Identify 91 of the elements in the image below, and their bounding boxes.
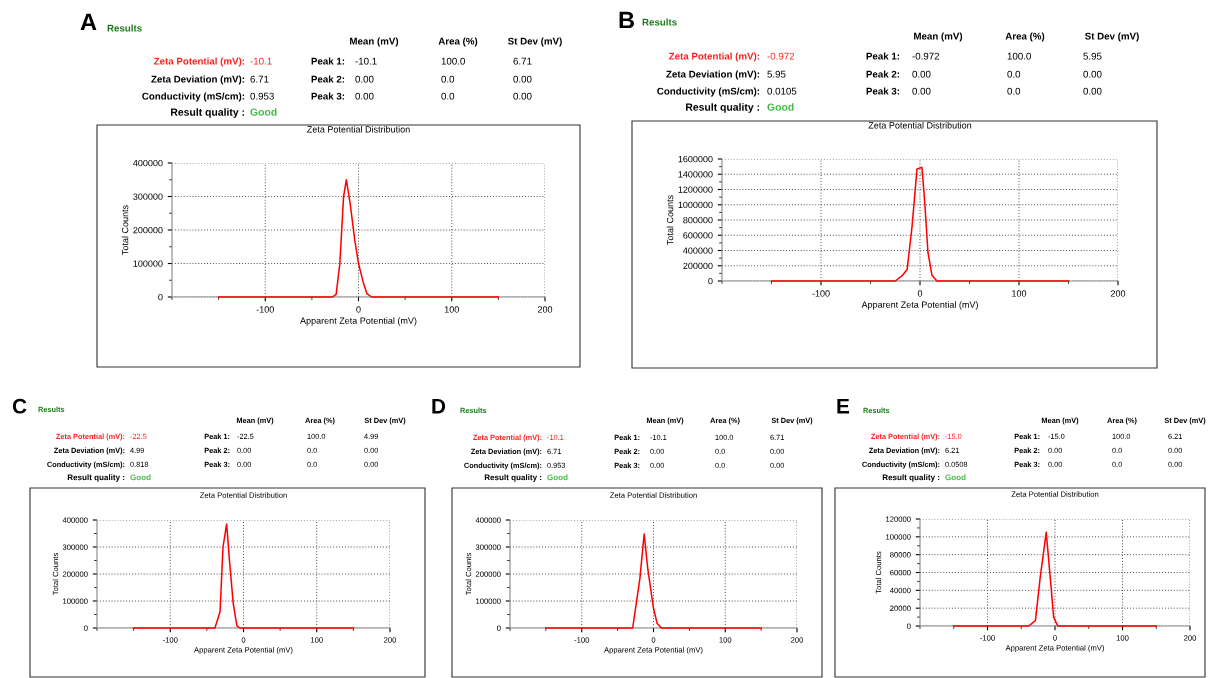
text: Zeta Deviation (mV): — [151, 75, 245, 85]
text: Result quality : — [882, 474, 940, 482]
text: 0.0 — [441, 75, 455, 83]
x-tick-label: 200 — [537, 306, 553, 313]
text: 0.00 — [355, 92, 374, 100]
text: Zeta Potential (mV): — [154, 57, 245, 67]
text: Good — [767, 103, 794, 111]
y-tick-label: 0 — [708, 277, 713, 285]
text: -10.1 — [250, 57, 272, 65]
text: Result quality : — [484, 474, 542, 482]
text: Good — [547, 474, 568, 481]
y-tick-label: 400000 — [133, 159, 163, 167]
text: 0.00 — [1083, 70, 1102, 78]
line-series — [545, 533, 762, 629]
text: Conductivity (mS/cm): — [657, 87, 760, 97]
x-axis-title: Apparent Zeta Potential (mV) — [861, 301, 978, 310]
y-tick-label: 200000 — [133, 226, 163, 234]
text: B — [619, 11, 634, 29]
x-tick-label: 100 — [1012, 290, 1027, 297]
text: Result quality : — [171, 108, 244, 118]
text: -0.972 — [767, 52, 795, 60]
x-tick-label: -100 — [812, 290, 830, 297]
text: 0.0 — [441, 92, 455, 100]
text: Zeta Deviation (mV): — [666, 70, 760, 80]
text: 0.00 — [513, 92, 532, 100]
text: Zeta Potential (mV): — [669, 52, 760, 62]
text: Mean (mV) — [350, 37, 399, 47]
text: 6.71 — [513, 57, 532, 65]
text: St Dev (mV) — [1085, 32, 1139, 42]
x-tick-label: 0 — [356, 306, 361, 313]
text: Peak 1: — [866, 52, 900, 60]
text: Conductivity (mS/cm): — [142, 92, 245, 102]
text: 0.0105 — [767, 87, 797, 95]
y-tick-label: 600000 — [683, 232, 713, 239]
text: Peak 2: — [866, 70, 900, 78]
text: Peak 1: — [311, 57, 345, 65]
text: 0.00 — [513, 75, 532, 83]
line-series — [770, 166, 1070, 282]
y-tick-label: 1600000 — [678, 155, 713, 163]
text: St Dev (mV) — [508, 37, 562, 47]
text: -0.972 — [912, 52, 940, 60]
text: 0.00 — [912, 70, 931, 78]
x-axis-title: Apparent Zeta Potential (mV) — [300, 317, 417, 326]
text: Good — [250, 108, 277, 116]
y-axis-title: Total Counts — [666, 195, 674, 245]
y-tick-label: 300000 — [133, 193, 163, 200]
y-axis-title: Total Counts — [121, 205, 129, 255]
y-tick-label: 1400000 — [678, 171, 713, 178]
text: E — [837, 399, 850, 414]
text: Peak 2: — [311, 75, 345, 83]
x-tick-label: 100 — [444, 306, 459, 313]
line-series — [952, 531, 1158, 627]
x-tick-label: 0 — [917, 290, 923, 297]
text: C — [12, 398, 27, 414]
text: Results — [642, 18, 677, 26]
text: Result quality : — [67, 474, 125, 482]
text: Results — [107, 24, 142, 32]
text: Result quality : — [686, 103, 759, 113]
y-tick-label: 1000000 — [678, 201, 713, 209]
text: Good — [130, 474, 151, 481]
text: 6.71 — [250, 75, 269, 83]
text: Area (%) — [1005, 32, 1045, 42]
y-tick-label: 100000 — [133, 260, 163, 267]
text: Mean (mV) — [914, 32, 963, 42]
text: 100.0 — [1007, 52, 1031, 60]
text: 5.95 — [1083, 52, 1102, 60]
y-tick-label: 1200000 — [678, 186, 713, 193]
x-tick-label: 200 — [1110, 290, 1126, 297]
y-tick-label: 800000 — [683, 216, 713, 224]
text: 0.00 — [355, 75, 374, 83]
text: 0.00 — [912, 87, 931, 95]
text: Peak 3: — [311, 92, 345, 100]
text: D — [432, 399, 446, 414]
y-tick-label: 400000 — [683, 247, 713, 254]
text: 100.0 — [441, 57, 465, 65]
text: Good — [945, 474, 966, 481]
text: Peak 3: — [866, 87, 900, 95]
x-tick-label: -100 — [256, 306, 274, 313]
text: 0.00 — [1083, 87, 1102, 95]
line-series — [217, 178, 500, 298]
y-tick-label: 200000 — [683, 262, 713, 270]
chart-title: Zeta Potential Distribution — [868, 121, 972, 129]
line-series — [132, 523, 355, 629]
text: -10.1 — [355, 57, 377, 65]
text: Area (%) — [438, 37, 478, 47]
text: 0.0 — [1007, 70, 1021, 78]
text: A — [80, 13, 97, 31]
text: 5.95 — [767, 70, 786, 78]
text: 0.953 — [250, 92, 274, 100]
text: 0.0 — [1007, 87, 1021, 95]
chart-title: Zeta Potential Distribution — [307, 125, 410, 133]
